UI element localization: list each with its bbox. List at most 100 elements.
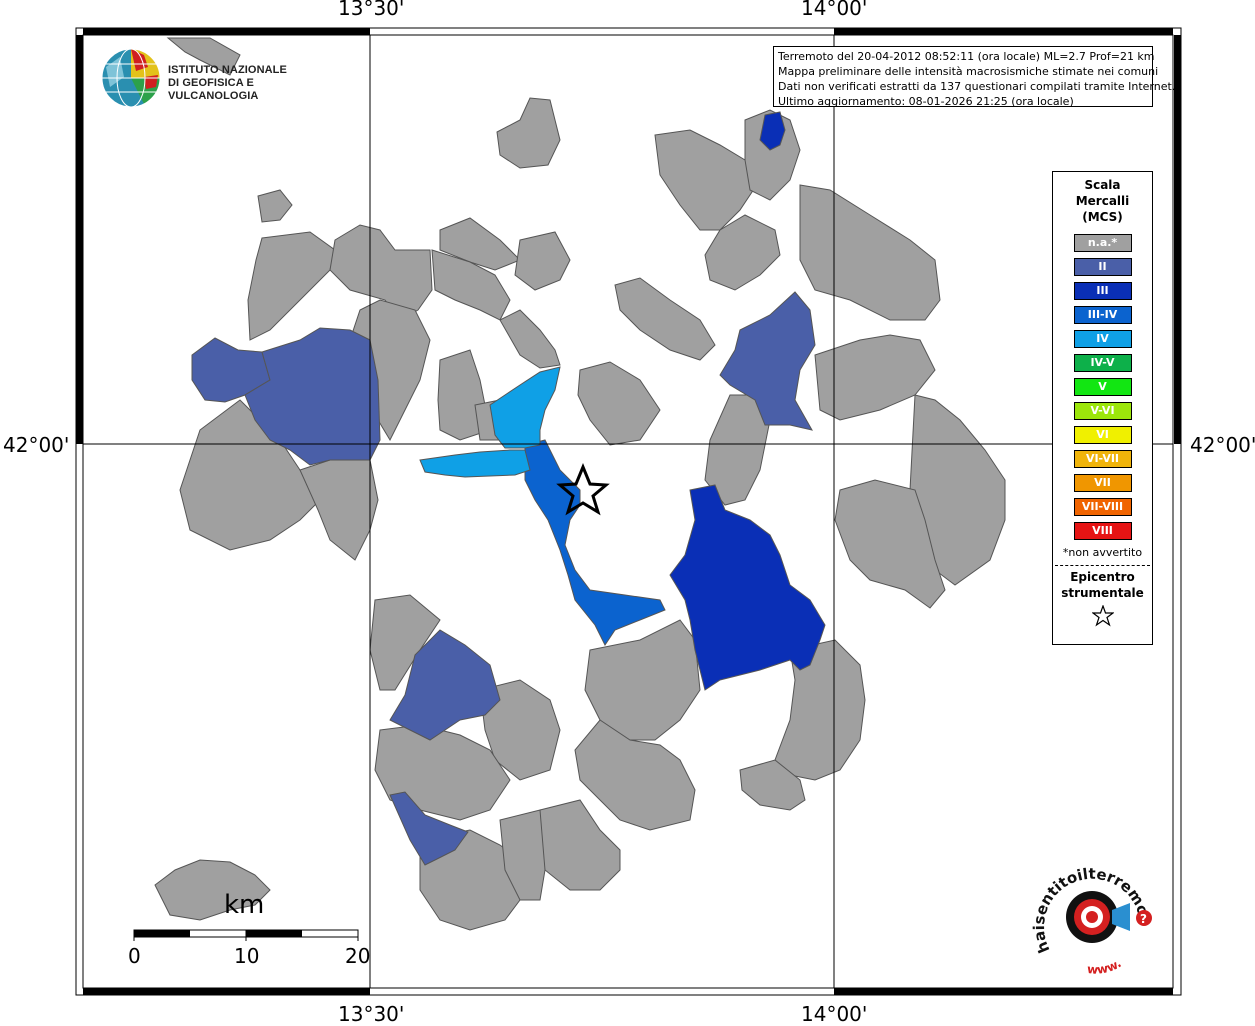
comune-na [329, 224, 433, 321]
event-info-box: Terremoto del 20-04-2012 08:52:11 (ora l… [773, 46, 1176, 108]
legend-epicenter-label: Epicentro strumentale [1053, 569, 1152, 601]
mcs-legend: Scala Mercalli (MCS) n.a.* II III III-IV IV I… [1052, 171, 1153, 645]
comune-ii [389, 629, 501, 741]
comune-na [499, 809, 546, 901]
legend-item: V-VI [1073, 402, 1132, 420]
comune-na [584, 619, 701, 741]
legend-title-line2: Mercalli [1075, 194, 1130, 208]
comune-na [514, 231, 571, 291]
comune-na [496, 97, 561, 169]
left-lat-label-4200: 42°00' [3, 433, 70, 457]
svg-text:www.: www. [1086, 956, 1123, 977]
ingv-name-line1: ISTITUTO NAZIONALE [168, 64, 287, 76]
ingv-globe-icon [101, 48, 161, 108]
comune-iv [419, 449, 531, 478]
comune-iii-iv [524, 439, 666, 646]
municipalities-na [154, 37, 1006, 931]
comune-na [499, 309, 561, 369]
ingv-logo: ISTITUTO NAZIONALE DI GEOFISICA E VULCAN… [100, 47, 340, 111]
comune-iii [759, 111, 786, 151]
frame-bar-top-right [834, 28, 1173, 35]
scale-unit: km [224, 890, 265, 920]
event-info-line4: Ultimo aggiornamento: 08-01-2026 21:25 (… [778, 95, 1074, 108]
scale-label-20: 20 [345, 944, 371, 968]
comune-na [577, 361, 661, 446]
top-lon-label-1400: 14°00' [801, 0, 868, 20]
legend-epicenter-line1: Epicentro [1070, 570, 1135, 584]
scale-bar-graphic [133, 929, 359, 941]
comune-na [834, 479, 946, 609]
legend-item: IV-V [1073, 354, 1132, 372]
legend-item: II [1073, 258, 1132, 276]
comune-na [574, 719, 696, 831]
comune-iv [489, 366, 561, 449]
comune-na [257, 189, 293, 223]
comune-na [814, 334, 936, 421]
comune-ii [719, 291, 816, 431]
legend-item: III-IV [1073, 306, 1132, 324]
outer-frame [75, 27, 1182, 996]
comune-na [154, 859, 271, 921]
legend-item: V [1073, 378, 1132, 396]
comune-na [614, 277, 716, 361]
municipalities-iii [669, 111, 826, 691]
svg-text:?: ? [1140, 912, 1147, 926]
comune-na [739, 759, 806, 811]
comune-na [774, 639, 866, 781]
epicenter-star-icon [556, 463, 610, 516]
event-info-line2: Mappa preliminare delle intensità macros… [778, 65, 1159, 78]
haisentito-logo-icon: haisentitoilterremoto.it www. ? [1025, 841, 1154, 977]
comune-na [799, 184, 941, 321]
frame-bar-top-left [83, 28, 370, 35]
legend-title-line3: (MCS) [1082, 210, 1123, 224]
legend-title-line1: Scala [1084, 178, 1121, 192]
legend-item: III [1073, 282, 1132, 300]
comune-ii [244, 327, 381, 466]
municipalities-iii-iv [524, 439, 666, 646]
legend-epicenter-line2: strumentale [1061, 586, 1144, 600]
comune-na [654, 129, 761, 231]
legend-note: *non avvertito [1062, 546, 1143, 559]
comune-iii [669, 484, 826, 691]
comune-na [247, 231, 336, 341]
comune-na [439, 217, 521, 271]
legend-item: VIII [1073, 522, 1132, 540]
legend-item: VII [1073, 474, 1132, 492]
scale-bar: km 0 10 20 [120, 890, 390, 970]
municipalities-iv [419, 366, 561, 478]
bottom-lon-label-1400: 14°00' [801, 1002, 868, 1026]
comune-na [369, 594, 441, 691]
legend-title: Scala Mercalli (MCS) [1053, 177, 1152, 225]
legend-star-icon [1090, 604, 1115, 627]
legend-item: IV [1073, 330, 1132, 348]
frame-bar-right-top [1174, 35, 1181, 444]
scale-label-0: 0 [128, 944, 141, 968]
legend-separator [1055, 565, 1150, 566]
legend-items: n.a.* II III III-IV IV IV-V V V-VI VI VI-VII VII VI… [1053, 234, 1152, 540]
frame-bar-left-top [76, 35, 83, 444]
scale-label-10: 10 [234, 944, 260, 968]
right-lat-label-4200: 42°00' [1190, 433, 1255, 457]
comune-na [704, 214, 781, 291]
ingv-name: ISTITUTO NAZIONALE DI GEOFISICA E VULCAN… [168, 64, 340, 103]
event-info-line1: Terremoto del 20-04-2012 08:52:11 (ora l… [778, 50, 1155, 63]
event-info-line3: Dati non verificati estratti da 137 ques… [778, 80, 1176, 93]
municipalities-ii [191, 291, 816, 866]
comune-na [479, 679, 561, 781]
frame-bar-bottom-right [834, 988, 1173, 995]
legend-item: n.a.* [1073, 234, 1132, 252]
legend-item: VI-VII [1073, 450, 1132, 468]
bottom-lon-label-1330: 13°30' [338, 1002, 405, 1026]
legend-item: VII-VIII [1073, 498, 1132, 516]
legend-item: VI [1073, 426, 1132, 444]
brand-www-text: www. [1086, 956, 1123, 977]
frame-bar-bottom-left [83, 988, 370, 995]
legend-star-wrap [1053, 604, 1152, 631]
haisentito-logo: haisentitoilterremoto.it www. ? [1025, 841, 1160, 985]
ingv-name-line2: DI GEOFISICA E VULCANOLOGIA [168, 77, 259, 102]
top-lon-label-1330: 13°30' [338, 0, 405, 20]
comune-na [166, 37, 241, 76]
comune-ii [389, 791, 469, 866]
